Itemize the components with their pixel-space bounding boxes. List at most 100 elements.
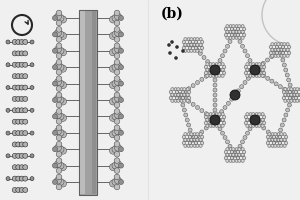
Circle shape <box>277 144 280 147</box>
Circle shape <box>261 124 264 127</box>
Circle shape <box>12 176 17 181</box>
Circle shape <box>291 93 295 97</box>
Circle shape <box>204 65 207 69</box>
Circle shape <box>223 49 227 53</box>
Circle shape <box>216 65 219 69</box>
Circle shape <box>187 99 191 103</box>
Circle shape <box>110 65 116 72</box>
Circle shape <box>250 63 254 67</box>
Circle shape <box>190 139 193 142</box>
Circle shape <box>55 29 62 36</box>
Circle shape <box>261 74 266 78</box>
Circle shape <box>206 119 209 122</box>
Circle shape <box>59 82 67 89</box>
Circle shape <box>199 44 202 47</box>
Circle shape <box>273 135 276 139</box>
Circle shape <box>223 65 226 69</box>
Circle shape <box>233 153 237 157</box>
Circle shape <box>249 124 252 127</box>
Circle shape <box>193 38 196 41</box>
Circle shape <box>194 135 197 139</box>
Circle shape <box>289 98 293 102</box>
Circle shape <box>114 43 120 49</box>
Circle shape <box>235 153 238 156</box>
Circle shape <box>290 88 293 91</box>
Circle shape <box>257 71 261 75</box>
Circle shape <box>221 68 224 71</box>
Circle shape <box>187 38 190 41</box>
Circle shape <box>55 111 62 118</box>
Circle shape <box>57 113 64 120</box>
Circle shape <box>211 115 214 119</box>
Circle shape <box>223 115 226 119</box>
Circle shape <box>240 85 244 89</box>
Circle shape <box>288 83 292 87</box>
Circle shape <box>19 74 24 79</box>
Circle shape <box>271 54 274 57</box>
Circle shape <box>255 119 258 122</box>
Circle shape <box>190 44 193 47</box>
Circle shape <box>277 138 280 141</box>
Circle shape <box>118 147 124 152</box>
Circle shape <box>277 139 280 142</box>
Circle shape <box>246 76 250 80</box>
Circle shape <box>220 54 224 58</box>
Circle shape <box>276 51 279 55</box>
Circle shape <box>244 71 248 75</box>
Circle shape <box>299 93 300 96</box>
Circle shape <box>277 49 280 52</box>
Circle shape <box>195 47 199 51</box>
Circle shape <box>283 54 286 57</box>
Circle shape <box>255 124 258 127</box>
Circle shape <box>23 108 28 113</box>
Circle shape <box>57 162 64 169</box>
Circle shape <box>188 40 191 44</box>
Circle shape <box>271 139 274 142</box>
Circle shape <box>16 188 21 192</box>
Circle shape <box>110 147 116 154</box>
Circle shape <box>238 148 241 151</box>
Circle shape <box>252 124 255 127</box>
Circle shape <box>213 118 217 122</box>
Circle shape <box>233 93 237 97</box>
Circle shape <box>56 135 62 141</box>
Circle shape <box>255 118 258 121</box>
Circle shape <box>285 141 288 145</box>
Circle shape <box>249 63 252 66</box>
Circle shape <box>112 15 119 21</box>
Circle shape <box>188 141 191 145</box>
Circle shape <box>206 60 210 64</box>
Circle shape <box>256 65 260 69</box>
Circle shape <box>241 31 244 34</box>
Circle shape <box>193 44 196 47</box>
Circle shape <box>245 131 250 135</box>
Circle shape <box>250 121 254 125</box>
Circle shape <box>256 115 260 119</box>
Circle shape <box>23 119 28 124</box>
Circle shape <box>55 46 62 53</box>
Circle shape <box>182 46 185 50</box>
Circle shape <box>221 74 224 77</box>
Circle shape <box>281 51 284 55</box>
Circle shape <box>288 51 291 55</box>
Circle shape <box>238 25 241 28</box>
Circle shape <box>226 159 229 162</box>
Circle shape <box>199 43 202 46</box>
Circle shape <box>12 74 17 79</box>
Circle shape <box>56 37 62 42</box>
Circle shape <box>253 68 257 72</box>
Circle shape <box>186 94 189 97</box>
Circle shape <box>252 63 255 66</box>
Circle shape <box>258 69 261 72</box>
Circle shape <box>171 88 174 91</box>
Circle shape <box>241 140 244 144</box>
Circle shape <box>178 93 182 97</box>
Circle shape <box>196 44 199 47</box>
Circle shape <box>190 49 193 52</box>
Circle shape <box>209 124 212 127</box>
Circle shape <box>114 92 120 98</box>
Circle shape <box>282 63 286 67</box>
Circle shape <box>217 65 220 69</box>
Circle shape <box>19 96 24 101</box>
Circle shape <box>256 71 260 75</box>
